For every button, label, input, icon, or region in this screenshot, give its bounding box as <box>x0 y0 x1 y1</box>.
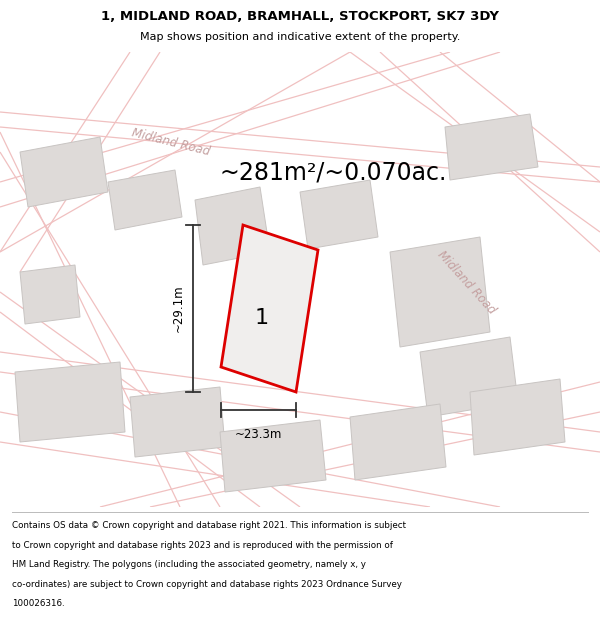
Polygon shape <box>221 225 318 392</box>
Polygon shape <box>15 362 125 442</box>
Text: to Crown copyright and database rights 2023 and is reproduced with the permissio: to Crown copyright and database rights 2… <box>12 541 393 549</box>
Text: 1: 1 <box>254 309 269 329</box>
Text: co-ordinates) are subject to Crown copyright and database rights 2023 Ordnance S: co-ordinates) are subject to Crown copyr… <box>12 579 402 589</box>
Polygon shape <box>350 404 446 480</box>
Text: Map shows position and indicative extent of the property.: Map shows position and indicative extent… <box>140 32 460 43</box>
Polygon shape <box>390 237 490 347</box>
Polygon shape <box>420 337 518 417</box>
Polygon shape <box>220 420 326 492</box>
Text: Contains OS data © Crown copyright and database right 2021. This information is : Contains OS data © Crown copyright and d… <box>12 521 406 530</box>
Text: Midland Road: Midland Road <box>130 126 211 158</box>
Text: ~29.1m: ~29.1m <box>172 285 185 332</box>
Polygon shape <box>300 180 378 249</box>
Text: ~281m²/~0.070ac.: ~281m²/~0.070ac. <box>220 160 448 184</box>
Text: HM Land Registry. The polygons (including the associated geometry, namely x, y: HM Land Registry. The polygons (includin… <box>12 560 366 569</box>
Text: 1, MIDLAND ROAD, BRAMHALL, STOCKPORT, SK7 3DY: 1, MIDLAND ROAD, BRAMHALL, STOCKPORT, SK… <box>101 11 499 23</box>
Polygon shape <box>195 187 270 265</box>
Polygon shape <box>20 137 108 207</box>
Text: 100026316.: 100026316. <box>12 599 65 608</box>
Polygon shape <box>130 387 225 457</box>
Polygon shape <box>445 114 538 180</box>
Text: ~23.3m: ~23.3m <box>235 428 282 441</box>
Text: Midland Road: Midland Road <box>435 248 499 316</box>
Polygon shape <box>108 170 182 230</box>
Polygon shape <box>20 265 80 324</box>
Polygon shape <box>470 379 565 455</box>
